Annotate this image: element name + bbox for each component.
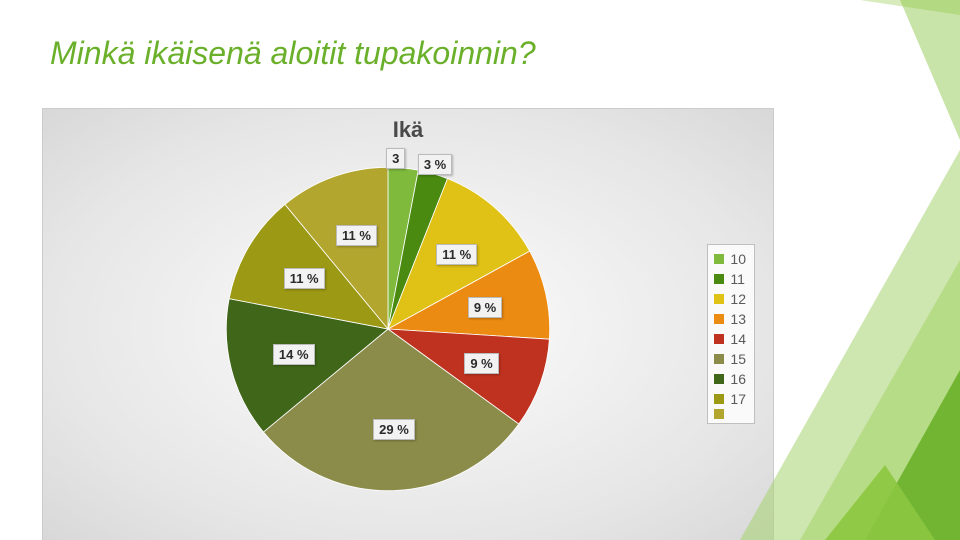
legend-label: 14	[730, 329, 746, 349]
legend-item: 15	[714, 349, 746, 369]
slice-label: 3 %	[418, 154, 452, 175]
legend-item: 12	[714, 289, 746, 309]
legend-label: 17	[730, 389, 746, 409]
legend-label: 15	[730, 349, 746, 369]
legend-item: 13	[714, 309, 746, 329]
slice-label: 9 %	[468, 297, 502, 318]
legend-label: 12	[730, 289, 746, 309]
pie-chart: 33 %11 %9 %9 %29 %14 %11 %11 %	[223, 164, 553, 494]
legend-swatch	[714, 274, 724, 284]
legend-swatch	[714, 354, 724, 364]
legend-swatch	[714, 409, 724, 419]
legend-item: 14	[714, 329, 746, 349]
pie-svg	[223, 164, 553, 494]
legend-swatch	[714, 394, 724, 404]
legend-label: 16	[730, 369, 746, 389]
chart-title: Ikä	[43, 117, 773, 143]
slice-label: 11 %	[436, 244, 477, 265]
chart-area: Ikä 33 %11 %9 %9 %29 %14 %11 %11 % 10111…	[42, 108, 774, 540]
legend-item: 17	[714, 389, 746, 409]
legend-label: 11	[730, 269, 745, 289]
legend-swatch	[714, 254, 724, 264]
legend-swatch	[714, 374, 724, 384]
legend-swatch	[714, 334, 724, 344]
slice-label: 11 %	[284, 268, 325, 289]
legend-label: 10	[730, 249, 746, 269]
legend-swatch	[714, 314, 724, 324]
legend-label: 13	[730, 309, 746, 329]
slice-label: 9 %	[464, 353, 498, 374]
legend-item: 10	[714, 249, 746, 269]
legend-item: 11	[714, 269, 746, 289]
slide: Minkä ikäisenä aloitit tupakoinnin? Ikä …	[0, 0, 960, 540]
slice-label: 11 %	[336, 225, 377, 246]
page-title: Minkä ikäisenä aloitit tupakoinnin?	[50, 35, 536, 72]
legend-item: 16	[714, 369, 746, 389]
slice-label: 14 %	[273, 344, 315, 365]
legend-swatch	[714, 294, 724, 304]
slice-label: 29 %	[373, 419, 415, 440]
legend: 1011121314151617	[707, 244, 755, 424]
legend-item	[714, 409, 746, 419]
slice-label: 3	[386, 148, 405, 169]
